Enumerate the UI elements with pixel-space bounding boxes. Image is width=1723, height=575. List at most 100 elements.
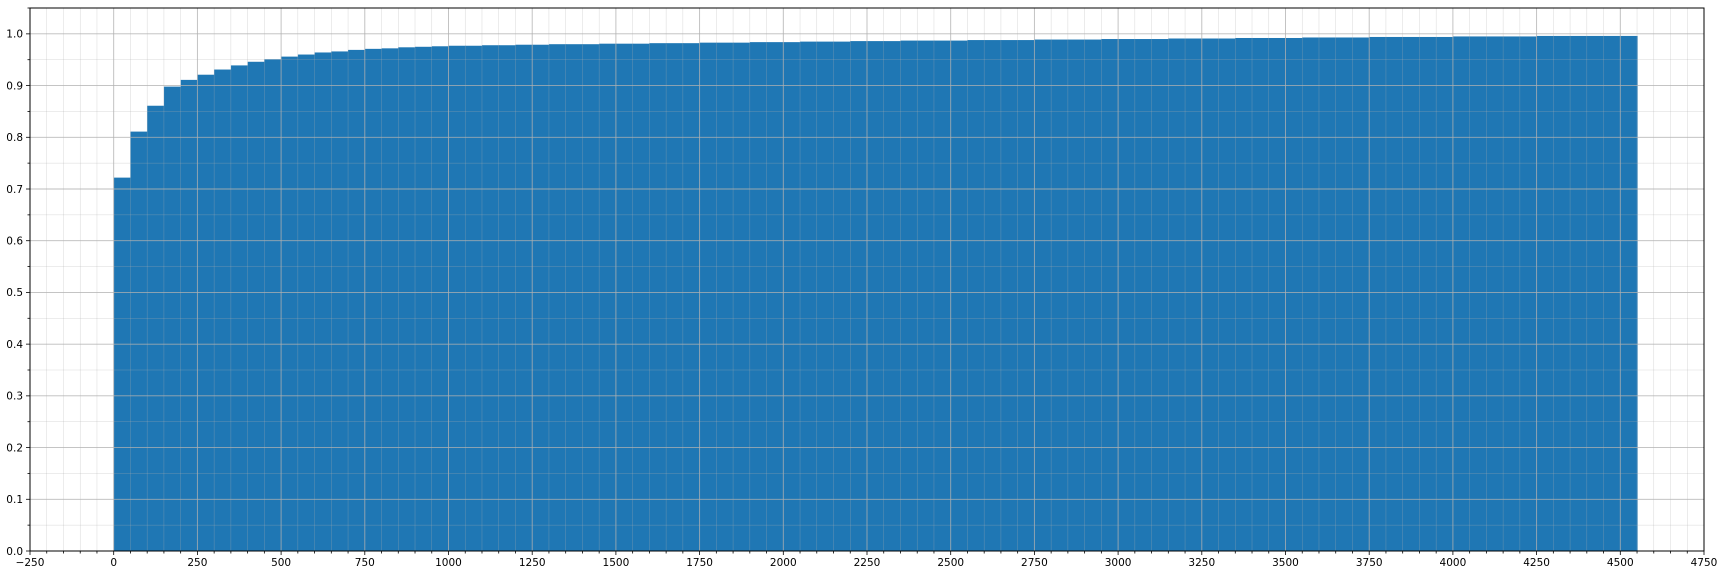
histogram-bar (984, 40, 1002, 552)
histogram-bar (230, 65, 249, 552)
y-tick-label: 0.6 (6, 236, 23, 248)
histogram-bar (1469, 36, 1487, 551)
histogram-bar (1369, 36, 1387, 551)
histogram-bar (950, 40, 969, 551)
histogram-bar (1235, 37, 1253, 552)
histogram-bar (498, 45, 517, 551)
x-tick-label: 3750 (1356, 557, 1383, 569)
x-tick-label: 500 (271, 557, 291, 569)
y-tick-label: 0.3 (6, 391, 23, 403)
histogram-bar (532, 44, 550, 551)
x-tick-label: 0 (110, 557, 117, 569)
histogram-bar (1402, 36, 1421, 551)
x-tick-label: 3000 (1105, 557, 1132, 569)
y-tick-label: 0.9 (6, 80, 23, 92)
x-ticks-layer: −250 0 250 500 750 1000 1250 1500 1750 2000 2250 25… (16, 551, 1718, 569)
histogram-bar (247, 61, 265, 551)
histogram-bar (1586, 35, 1605, 552)
histogram-bar (632, 43, 650, 552)
histogram-bar (415, 46, 433, 551)
histogram-bar (699, 42, 717, 552)
histogram-bar (682, 43, 701, 552)
histogram-bar (1268, 37, 1287, 552)
x-tick-label: 1000 (435, 557, 462, 569)
histogram-bar (733, 42, 751, 552)
histogram-bar (1503, 36, 1521, 551)
histogram-bar (1134, 39, 1153, 551)
x-tick-label: 1250 (519, 557, 546, 569)
histogram-bar (515, 44, 533, 551)
x-tick-label: 3250 (1188, 557, 1215, 569)
x-tick-label: 2250 (854, 557, 881, 569)
histogram-bar (1067, 39, 1086, 552)
histogram-bar (582, 44, 600, 551)
y-tick-label: 0.2 (6, 442, 23, 454)
x-tick-label: 4000 (1440, 557, 1467, 569)
histogram-bar (615, 43, 634, 552)
histogram-bar (766, 42, 784, 551)
histogram-bar (649, 43, 667, 552)
histogram-bar (1536, 35, 1554, 552)
histogram-bar (716, 42, 734, 552)
x-tick-label: 4750 (1691, 557, 1718, 569)
histogram-bar (1201, 38, 1220, 551)
histogram-bar (883, 41, 902, 551)
histogram-bar (917, 40, 935, 551)
histogram-bar (800, 41, 818, 552)
histogram-bar (331, 51, 349, 551)
histogram-bar (565, 44, 584, 551)
x-tick-label: 2750 (1021, 557, 1048, 569)
histogram-bar (599, 43, 617, 552)
x-tick-label: 750 (355, 557, 375, 569)
histogram-bar (1553, 35, 1571, 552)
y-tick-label: 1.0 (6, 29, 23, 41)
x-tick-label: −250 (16, 557, 45, 569)
histogram-bar (1603, 35, 1621, 552)
histogram-bar (1168, 38, 1186, 551)
x-tick-label: 3500 (1272, 557, 1299, 569)
histogram-bar (1252, 37, 1270, 552)
histogram-bar (314, 52, 332, 551)
histogram-bar (1570, 35, 1588, 552)
histogram-bar (1436, 36, 1454, 551)
histogram-bar (1118, 39, 1136, 551)
y-tick-label: 0.1 (6, 494, 23, 506)
histogram-bar (448, 45, 466, 551)
histogram-bar (1051, 39, 1069, 552)
histogram-bar (1302, 37, 1320, 552)
histogram-bar (130, 131, 148, 551)
bars-layer (113, 35, 1638, 552)
x-tick-label: 250 (187, 557, 207, 569)
histogram-bar (1017, 40, 1035, 552)
histogram-bar (465, 45, 483, 551)
histogram-bar (1218, 38, 1236, 551)
histogram-bar (833, 41, 851, 552)
histogram-bar (348, 49, 366, 551)
histogram-bar (1285, 37, 1303, 552)
histogram-bar (967, 40, 985, 552)
y-tick-label: 0.4 (6, 339, 23, 351)
y-tick-label: 0.5 (6, 287, 23, 299)
histogram-bar (364, 48, 383, 551)
x-tick-label: 4250 (1523, 557, 1550, 569)
histogram-bar (264, 59, 282, 551)
x-tick-label: 1500 (603, 557, 630, 569)
y-tick-label: 0.0 (6, 546, 23, 558)
histogram-bar (933, 40, 952, 551)
histogram-bar (431, 46, 450, 552)
histogram-bar (180, 79, 198, 551)
histogram-bar (1385, 36, 1404, 551)
histogram-bar (163, 86, 182, 552)
histogram-bar (749, 42, 768, 551)
histogram-bar (1034, 39, 1052, 552)
histogram-bar (1000, 40, 1019, 552)
histogram-bar (1084, 39, 1102, 552)
histogram-bar (548, 44, 567, 551)
histogram-bar (1318, 37, 1337, 552)
grid-layer (29, 7, 1705, 552)
histogram-bar (1335, 37, 1354, 552)
histogram-bar (1352, 37, 1370, 552)
histogram-bar (197, 74, 215, 552)
histogram-bar (1151, 39, 1169, 551)
